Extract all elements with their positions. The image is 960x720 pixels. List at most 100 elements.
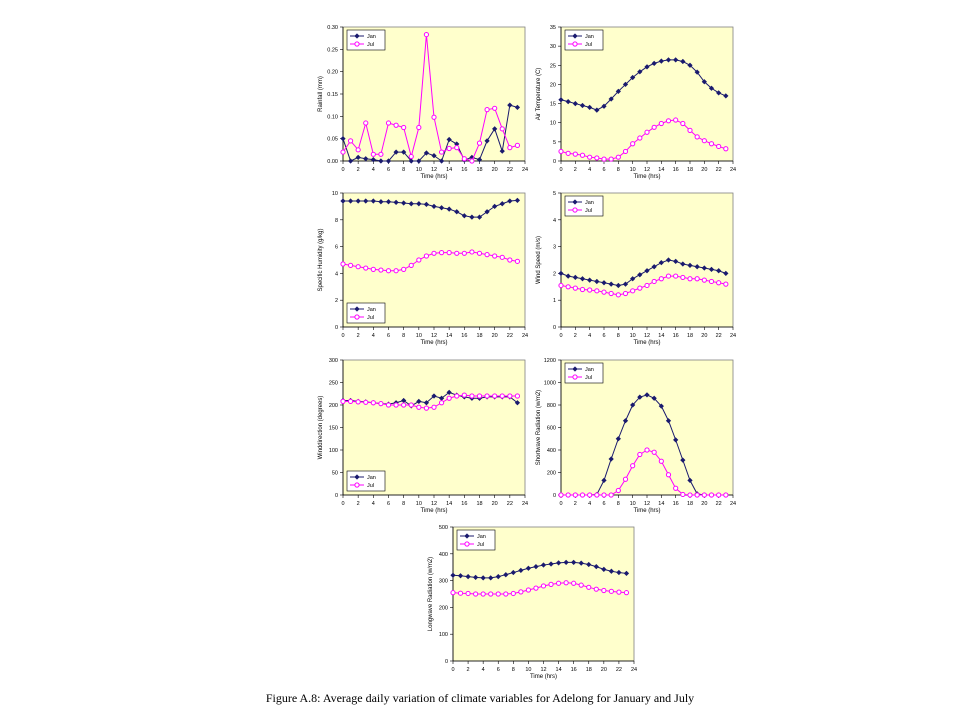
data-point-jan xyxy=(587,277,593,283)
data-point-jan xyxy=(644,268,650,274)
x-tick-label: 18 xyxy=(687,167,693,173)
data-point-jul xyxy=(716,492,722,498)
data-point-jul xyxy=(507,257,513,263)
data-point-jan xyxy=(431,153,437,159)
legend-marker-jul xyxy=(464,541,470,547)
x-tick-label: 4 xyxy=(372,167,375,173)
data-point-jul xyxy=(673,485,679,491)
x-tick-label: 6 xyxy=(387,333,390,339)
data-point-jul xyxy=(393,122,399,128)
data-point-jul xyxy=(723,492,729,498)
data-point-jul xyxy=(608,492,614,498)
chart-panel-6: 0 2 4 6 8 10 12 14 16 18 20 22 240200400600800100012… xyxy=(536,358,736,514)
data-point-jul xyxy=(571,580,577,586)
y-tick-label: 8 xyxy=(335,218,338,224)
data-point-jan xyxy=(507,102,513,108)
x-tick-label: 18 xyxy=(476,501,482,507)
x-tick-label: 8 xyxy=(617,333,620,339)
data-point-jul xyxy=(484,393,490,399)
data-point-jul xyxy=(340,398,346,404)
x-tick-label: 14 xyxy=(556,667,562,673)
data-point-jul xyxy=(665,472,672,478)
data-point-jul xyxy=(637,285,643,291)
data-point-jul xyxy=(499,393,505,399)
data-point-jul xyxy=(476,250,483,256)
data-point-jan xyxy=(423,400,430,406)
data-point-jan xyxy=(723,270,729,277)
data-point-jan xyxy=(563,559,569,566)
data-point-jan xyxy=(385,158,392,164)
data-point-jan xyxy=(423,150,430,156)
data-point-jan xyxy=(651,264,657,270)
data-point-jul xyxy=(701,492,707,498)
data-point-jul xyxy=(637,451,643,458)
y-tick-label: 0.20 xyxy=(327,70,338,76)
y-axis-label: Longwave Radiation (w/m2) xyxy=(428,557,434,631)
data-point-jan xyxy=(431,203,437,210)
data-point-jan xyxy=(687,477,693,483)
y-tick-label: 0 xyxy=(553,325,556,331)
y-tick-label: 30 xyxy=(550,44,556,50)
y-tick-label: 25 xyxy=(550,63,556,69)
data-point-jan xyxy=(594,278,600,285)
y-tick-label: 20 xyxy=(550,82,556,88)
x-tick-label: 4 xyxy=(372,333,375,339)
data-point-jul xyxy=(630,141,636,147)
data-point-jan xyxy=(370,198,376,204)
legend-marker-jan xyxy=(354,474,360,480)
data-point-jan xyxy=(347,198,354,204)
data-point-jan xyxy=(615,436,621,442)
data-point-jan xyxy=(461,213,467,219)
data-point-jan xyxy=(499,148,505,154)
x-tick-label: 2 xyxy=(357,501,360,507)
data-point-jul xyxy=(461,156,467,162)
data-point-jul xyxy=(708,492,715,498)
x-tick-label: 24 xyxy=(730,333,736,339)
data-point-jul xyxy=(499,254,505,260)
y-tick-label: 300 xyxy=(439,579,448,585)
x-tick-label: 4 xyxy=(482,667,485,673)
data-point-jan xyxy=(510,569,516,576)
data-point-jul xyxy=(565,492,571,498)
y-tick-label: 1 xyxy=(553,298,556,304)
data-point-jan xyxy=(465,573,471,580)
data-point-jan xyxy=(565,273,571,279)
data-point-jan xyxy=(593,564,599,570)
data-point-jan xyxy=(658,403,664,409)
data-point-jul xyxy=(431,250,437,256)
data-point-jul xyxy=(370,151,376,157)
data-point-jan xyxy=(488,575,494,581)
data-point-jul xyxy=(572,151,578,157)
data-point-jan xyxy=(340,136,346,142)
data-point-jan xyxy=(393,199,399,206)
data-point-jul xyxy=(623,590,630,596)
data-point-jan xyxy=(708,266,715,273)
data-point-jul xyxy=(673,273,679,279)
data-point-jan xyxy=(687,262,693,268)
data-point-jan xyxy=(533,564,539,570)
y-tick-label: 200 xyxy=(547,471,556,477)
y-tick-label: 400 xyxy=(547,448,556,454)
data-point-jul xyxy=(488,591,494,597)
data-point-jan xyxy=(622,81,629,88)
data-point-jul xyxy=(658,120,664,127)
x-tick-label: 14 xyxy=(446,501,452,507)
data-point-jan xyxy=(484,209,490,215)
x-tick-label: 24 xyxy=(730,167,736,173)
data-point-jan xyxy=(578,560,584,566)
data-point-jan xyxy=(701,265,707,271)
data-point-jul xyxy=(587,154,593,160)
y-tick-label: 150 xyxy=(329,426,338,432)
legend-label-jan: Jan xyxy=(585,200,594,206)
legend-marker-jul xyxy=(572,41,578,47)
data-point-jan xyxy=(665,418,672,424)
data-point-jan xyxy=(615,282,621,289)
data-point-jul xyxy=(651,124,657,130)
legend-label-jul: Jul xyxy=(585,375,592,381)
data-point-jul xyxy=(469,249,475,255)
y-tick-label: 2 xyxy=(553,271,556,277)
data-point-jul xyxy=(533,585,539,591)
data-point-jan xyxy=(680,457,686,463)
